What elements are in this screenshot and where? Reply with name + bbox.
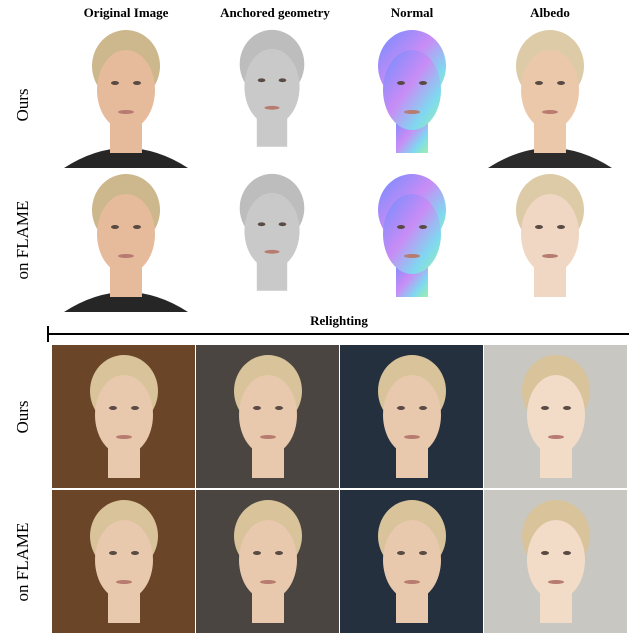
eye: [253, 406, 261, 410]
mouth: [116, 435, 132, 439]
face: [97, 194, 155, 274]
figure: Original Image Anchored geometry Normal …: [0, 0, 629, 633]
column-header: Anchored geometry: [220, 5, 330, 20]
face: [521, 50, 579, 130]
face: [95, 520, 153, 600]
eye: [419, 81, 427, 85]
eye: [275, 406, 283, 410]
mouth: [404, 110, 420, 114]
eye: [258, 78, 266, 82]
mouth: [542, 110, 558, 114]
mouth: [404, 435, 420, 439]
mouth: [260, 580, 276, 584]
face: [97, 50, 155, 130]
face: [521, 194, 579, 274]
eye: [535, 225, 543, 229]
eye: [131, 406, 139, 410]
mouth: [404, 254, 420, 258]
eye: [397, 225, 405, 229]
eye: [133, 81, 141, 85]
eye: [535, 81, 543, 85]
column-header: Original Image: [84, 5, 169, 20]
eye: [397, 406, 405, 410]
eye: [279, 78, 287, 82]
face: [527, 520, 585, 600]
eye: [111, 225, 119, 229]
mouth: [264, 250, 279, 254]
eye: [253, 551, 261, 555]
mouth: [118, 254, 134, 258]
eye: [109, 551, 117, 555]
eye: [111, 81, 119, 85]
eye: [557, 81, 565, 85]
eye: [419, 225, 427, 229]
mouth: [542, 254, 558, 258]
face: [383, 50, 441, 130]
eye: [133, 225, 141, 229]
eye: [541, 406, 549, 410]
mouth: [404, 580, 420, 584]
eye: [109, 406, 117, 410]
row-label: Ours: [13, 88, 32, 121]
face: [239, 520, 297, 600]
eye: [131, 551, 139, 555]
eye: [563, 551, 571, 555]
row-label: Ours: [13, 400, 32, 433]
section-title: Relighting: [310, 313, 368, 328]
column-header: Normal: [391, 5, 434, 20]
eye: [419, 551, 427, 555]
row-label: on FLAME: [13, 523, 32, 602]
eye: [275, 551, 283, 555]
face: [383, 194, 441, 274]
face: [244, 49, 299, 125]
mouth: [264, 106, 279, 110]
face: [383, 375, 441, 455]
mouth: [548, 580, 564, 584]
mouth: [118, 110, 134, 114]
face: [383, 520, 441, 600]
eye: [279, 222, 287, 226]
row-label: on FLAME: [13, 201, 32, 280]
eye: [397, 551, 405, 555]
face: [244, 193, 299, 269]
eye: [397, 81, 405, 85]
face: [95, 375, 153, 455]
face: [527, 375, 585, 455]
mouth: [260, 435, 276, 439]
eye: [563, 406, 571, 410]
face: [239, 375, 297, 455]
eye: [541, 551, 549, 555]
mouth: [116, 580, 132, 584]
mouth: [548, 435, 564, 439]
column-header: Albedo: [530, 5, 570, 20]
eye: [258, 222, 266, 226]
eye: [419, 406, 427, 410]
eye: [557, 225, 565, 229]
